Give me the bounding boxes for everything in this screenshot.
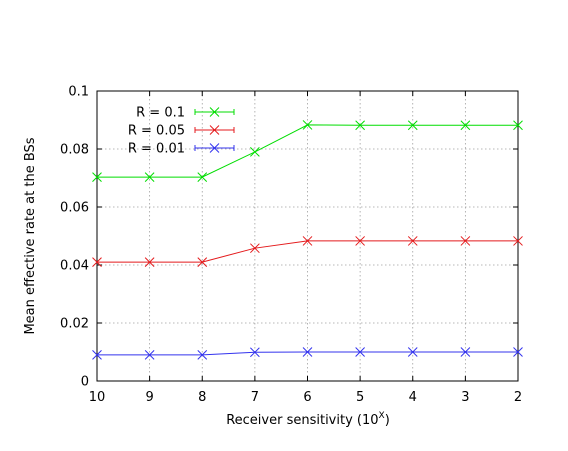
y-tick-label: 0.06 <box>60 201 89 216</box>
legend-label: R = 0.05 <box>128 124 185 139</box>
y-axis-title: Mean effective rate at the BSs <box>23 137 38 334</box>
x-tick-label: 9 <box>145 390 153 405</box>
y-tick-label: 0.1 <box>68 85 89 100</box>
x-tick-label: 5 <box>356 390 364 405</box>
x-tick-label: 10 <box>89 390 106 405</box>
y-tick-label: 0.08 <box>60 143 89 158</box>
x-tick-label: 2 <box>514 390 522 405</box>
x-axis-title: Receiver sensitivity (10X) <box>226 411 390 428</box>
x-tick-label: 3 <box>461 390 469 405</box>
x-tick-label: 4 <box>409 390 417 405</box>
x-tick-label: 8 <box>198 390 206 405</box>
legend-label: R = 0.1 <box>136 106 185 121</box>
x-tick-label: 6 <box>303 390 311 405</box>
x-axis-title-close: ) <box>385 413 390 428</box>
x-tick-label: 7 <box>251 390 259 405</box>
y-tick-label: 0.04 <box>60 259 89 274</box>
y-tick-label: 0 <box>81 375 89 390</box>
x-axis-title-main: Receiver sensitivity (10 <box>226 413 378 428</box>
legend-label: R = 0.01 <box>128 142 185 157</box>
y-tick-label: 0.02 <box>60 317 89 332</box>
